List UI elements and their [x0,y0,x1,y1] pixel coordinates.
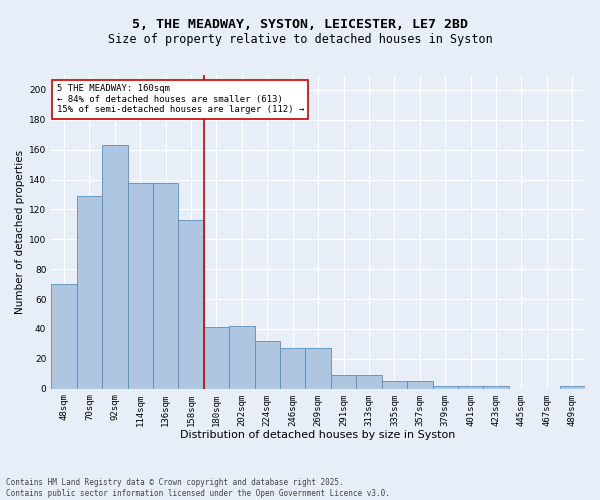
Bar [433,386,458,388]
Bar [204,328,229,388]
Bar [77,196,102,388]
Bar [280,348,305,389]
Bar [382,382,407,388]
Bar [51,284,77,389]
X-axis label: Distribution of detached houses by size in Syston: Distribution of detached houses by size … [181,430,456,440]
Bar [178,220,204,388]
Bar [560,386,585,388]
Bar [102,145,128,388]
Bar [407,382,433,388]
Text: 5 THE MEADWAY: 160sqm
← 84% of detached houses are smaller (613)
15% of semi-det: 5 THE MEADWAY: 160sqm ← 84% of detached … [56,84,304,114]
Bar [229,326,254,388]
Text: Size of property relative to detached houses in Syston: Size of property relative to detached ho… [107,32,493,46]
Y-axis label: Number of detached properties: Number of detached properties [15,150,25,314]
Bar [128,182,153,388]
Bar [356,376,382,388]
Bar [458,386,484,388]
Text: 5, THE MEADWAY, SYSTON, LEICESTER, LE7 2BD: 5, THE MEADWAY, SYSTON, LEICESTER, LE7 2… [132,18,468,30]
Bar [153,182,178,388]
Bar [331,376,356,388]
Bar [484,386,509,388]
Bar [305,348,331,389]
Text: Contains HM Land Registry data © Crown copyright and database right 2025.
Contai: Contains HM Land Registry data © Crown c… [6,478,390,498]
Bar [254,341,280,388]
